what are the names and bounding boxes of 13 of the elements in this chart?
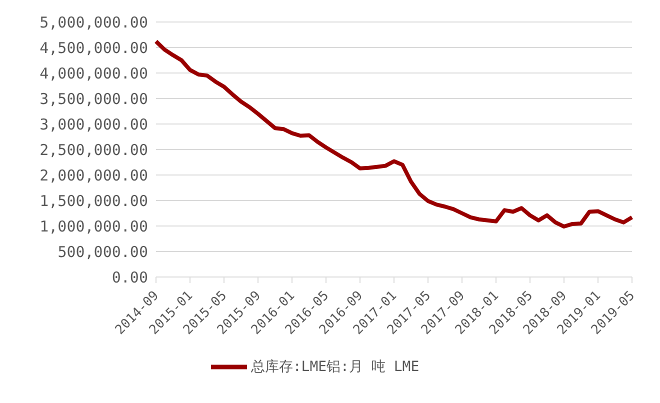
y-tick-label: 4,000,000.00 bbox=[40, 64, 148, 82]
legend-label: 总库存:LME铝:月 吨 LME bbox=[250, 358, 420, 375]
y-tick-label: 1,500,000.00 bbox=[40, 192, 148, 210]
y-tick-label: 3,500,000.00 bbox=[40, 90, 148, 108]
y-tick-label: 2,000,000.00 bbox=[40, 166, 148, 184]
y-tick-label: 5,000,000.00 bbox=[40, 13, 148, 32]
y-tick-label: 3,000,000.00 bbox=[40, 115, 148, 134]
y-tick-label: 4,500,000.00 bbox=[40, 38, 148, 57]
line-series bbox=[154, 39, 634, 229]
y-tick-label: 0.00 bbox=[112, 268, 148, 286]
y-tick-label: 500,000.00 bbox=[58, 242, 148, 261]
y-tick-label: 1,000,000.00 bbox=[40, 217, 148, 236]
y-tick-label: 2,500,000.00 bbox=[40, 140, 148, 159]
